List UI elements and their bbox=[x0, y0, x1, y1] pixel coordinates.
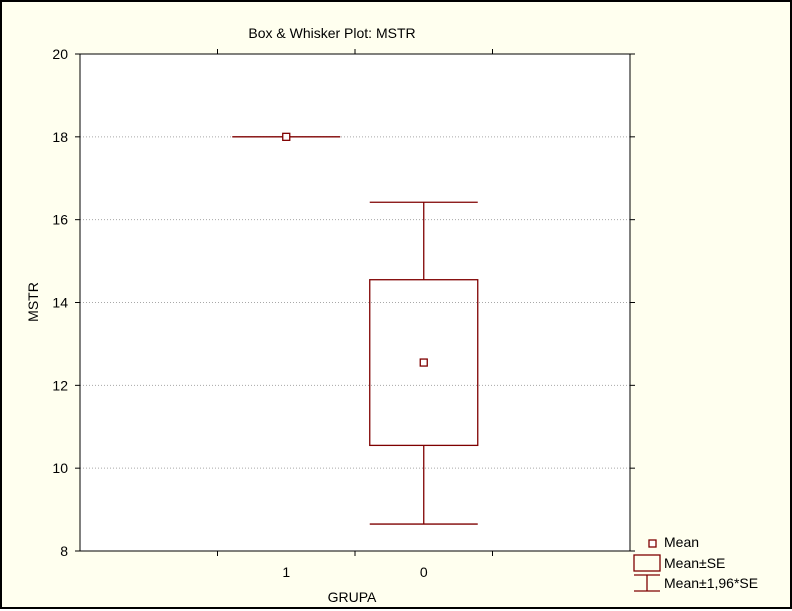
legend-mean-marker bbox=[648, 539, 657, 548]
x-axis-title: GRUPA bbox=[328, 589, 377, 605]
legend-label: Mean bbox=[664, 534, 699, 550]
y-tick-label: 12 bbox=[52, 377, 68, 393]
mean-marker bbox=[282, 132, 291, 141]
y-axis-title: MSTR bbox=[25, 282, 41, 322]
legend-se-box bbox=[633, 554, 661, 572]
legend: Mean Mean±SE Mean±1,96*SE bbox=[633, 534, 758, 592]
legend-label: Mean±1,96*SE bbox=[664, 575, 758, 591]
y-tick-label: 10 bbox=[52, 460, 68, 476]
x-tick-label: 1 bbox=[282, 564, 290, 580]
se-box bbox=[369, 279, 479, 447]
x-tick-label: 0 bbox=[420, 564, 428, 580]
y-tick-label: 16 bbox=[52, 212, 68, 228]
y-tick-label: 20 bbox=[52, 46, 68, 62]
y-tick-label: 14 bbox=[52, 295, 68, 311]
y-tick-label: 18 bbox=[52, 129, 68, 145]
data-marks bbox=[232, 132, 479, 525]
mean-marker bbox=[419, 358, 428, 367]
y-tick-label: 8 bbox=[60, 543, 68, 559]
legend-label: Mean±SE bbox=[664, 555, 725, 571]
chart-title: Box & Whisker Plot: MSTR bbox=[248, 25, 415, 41]
plot-area bbox=[80, 54, 630, 551]
